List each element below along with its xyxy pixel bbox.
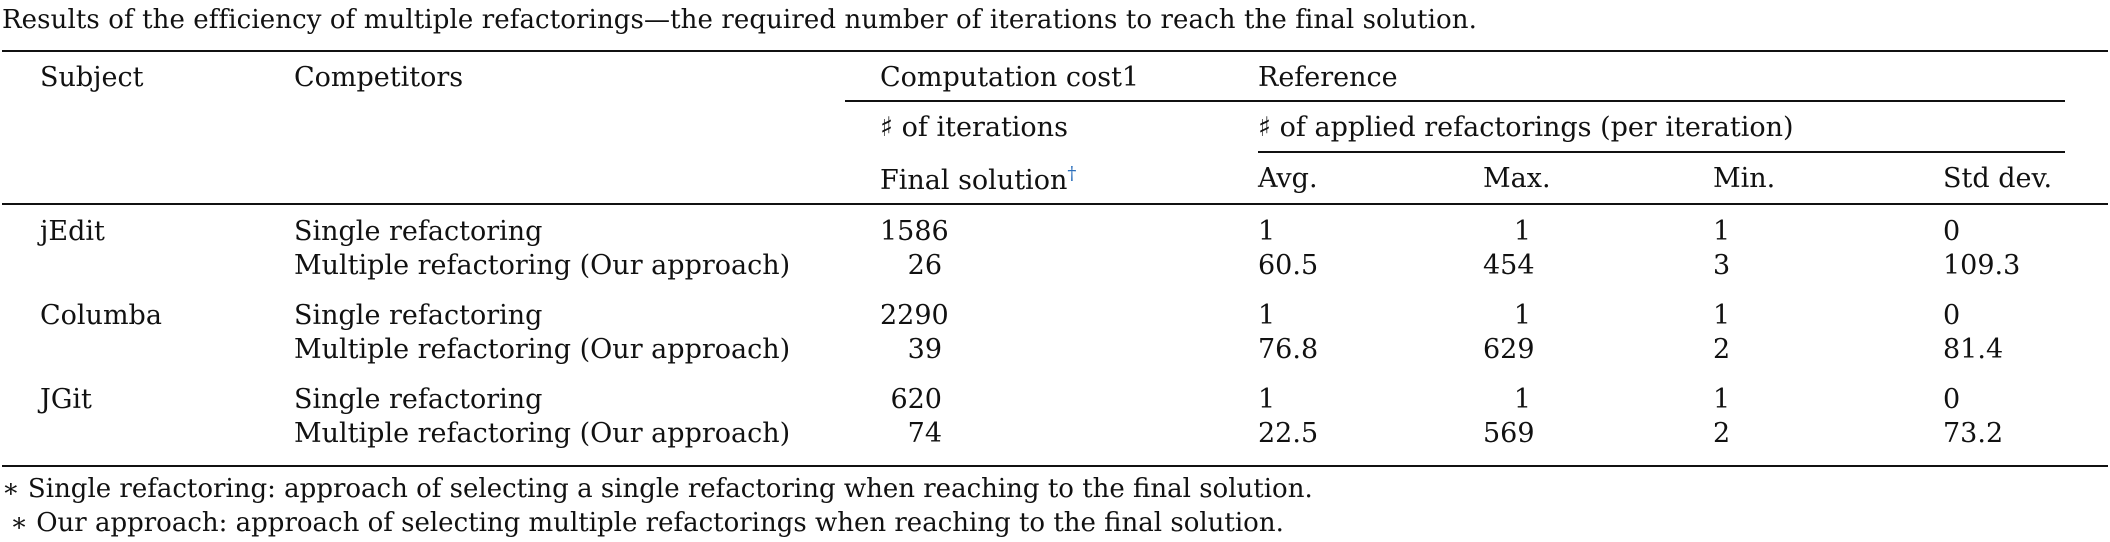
cell-competitor: Single refactoring xyxy=(294,300,543,331)
cell-min: 2 xyxy=(1713,418,1731,449)
cell-avg: 1 xyxy=(1258,300,1276,331)
cell-final-solution: 1586 xyxy=(880,216,949,247)
table-row: jEdit Single refactoring 1586 1 1 1 0 xyxy=(0,216,2110,250)
cell-max: 1 xyxy=(1513,384,1531,415)
cell-std-dev: 109.3 xyxy=(1943,250,2021,281)
final-solution-label: Final solution xyxy=(880,165,1068,196)
cell-min: 2 xyxy=(1713,334,1731,365)
table-row: Multiple refactoring (Our approach) 74 2… xyxy=(0,418,2110,452)
cell-std-dev: 0 xyxy=(1943,216,1961,247)
cell-avg: 1 xyxy=(1258,384,1276,415)
header-bottom-rule xyxy=(2,203,2108,205)
cell-std-dev: 73.2 xyxy=(1943,418,2004,449)
cell-final-solution: 26 xyxy=(907,250,942,281)
cell-competitor: Multiple refactoring (Our approach) xyxy=(294,250,791,281)
cell-min: 1 xyxy=(1713,384,1731,415)
footnote: ∗ Single refactoring: approach of select… xyxy=(2,474,1313,504)
cell-max: 454 xyxy=(1483,250,1535,281)
table-row: Multiple refactoring (Our approach) 26 6… xyxy=(0,250,2110,284)
cell-competitor: Multiple refactoring (Our approach) xyxy=(294,334,791,365)
cell-std-dev: 0 xyxy=(1943,300,1961,331)
header-reference: Reference xyxy=(1258,62,1398,93)
footnote: ∗ Our approach: approach of selecting mu… xyxy=(2,508,1284,538)
cell-std-dev: 0 xyxy=(1943,384,1961,415)
header-final-solution: Final solution† xyxy=(880,163,1076,196)
table-caption: Results of the efficiency of multiple re… xyxy=(2,5,1477,35)
bottom-rule xyxy=(2,465,2108,467)
cell-avg: 60.5 xyxy=(1258,250,1319,281)
cell-avg: 22.5 xyxy=(1258,418,1319,449)
applied-refactorings-rule xyxy=(1258,151,2065,153)
cell-competitor: Multiple refactoring (Our approach) xyxy=(294,418,791,449)
top-rule xyxy=(2,50,2108,52)
cell-max: 1 xyxy=(1513,216,1531,247)
cell-max: 629 xyxy=(1483,334,1535,365)
cell-std-dev: 81.4 xyxy=(1943,334,2004,365)
header-num-iterations: ♯ of iterations xyxy=(880,112,1068,143)
cell-competitor: Single refactoring xyxy=(294,384,543,415)
cell-final-solution: 39 xyxy=(907,334,942,365)
header-std-dev: Std dev. xyxy=(1943,163,2053,194)
header-min: Min. xyxy=(1713,163,1776,194)
header-avg: Avg. xyxy=(1258,163,1318,194)
cell-avg: 76.8 xyxy=(1258,334,1319,365)
table-row: Columba Single refactoring 2290 1 1 1 0 xyxy=(0,300,2110,334)
cell-avg: 1 xyxy=(1258,216,1276,247)
cell-final-solution: 620 xyxy=(890,384,942,415)
header-num-applied: ♯ of applied refactorings (per iteration… xyxy=(1258,112,1794,143)
cell-min: 1 xyxy=(1713,300,1731,331)
cell-max: 569 xyxy=(1483,418,1535,449)
cell-final-solution: 2290 xyxy=(880,300,949,331)
cell-subject: Columba xyxy=(40,300,162,331)
cell-min: 1 xyxy=(1713,216,1731,247)
cell-final-solution: 74 xyxy=(907,418,942,449)
cell-max: 1 xyxy=(1513,300,1531,331)
dagger-footnote-mark: † xyxy=(1067,163,1077,184)
header-subject: Subject xyxy=(40,62,144,93)
cell-subject: JGit xyxy=(40,384,92,415)
header-max: Max. xyxy=(1483,163,1551,194)
header-competitors: Competitors xyxy=(294,62,464,93)
computation-cost-rule xyxy=(845,100,2065,102)
header-computation-cost: Computation cost1 xyxy=(880,62,1140,93)
cell-competitor: Single refactoring xyxy=(294,216,543,247)
table-row: JGit Single refactoring 620 1 1 1 0 xyxy=(0,384,2110,418)
table-row: Multiple refactoring (Our approach) 39 7… xyxy=(0,334,2110,368)
cell-min: 3 xyxy=(1713,250,1731,281)
cell-subject: jEdit xyxy=(40,216,105,247)
